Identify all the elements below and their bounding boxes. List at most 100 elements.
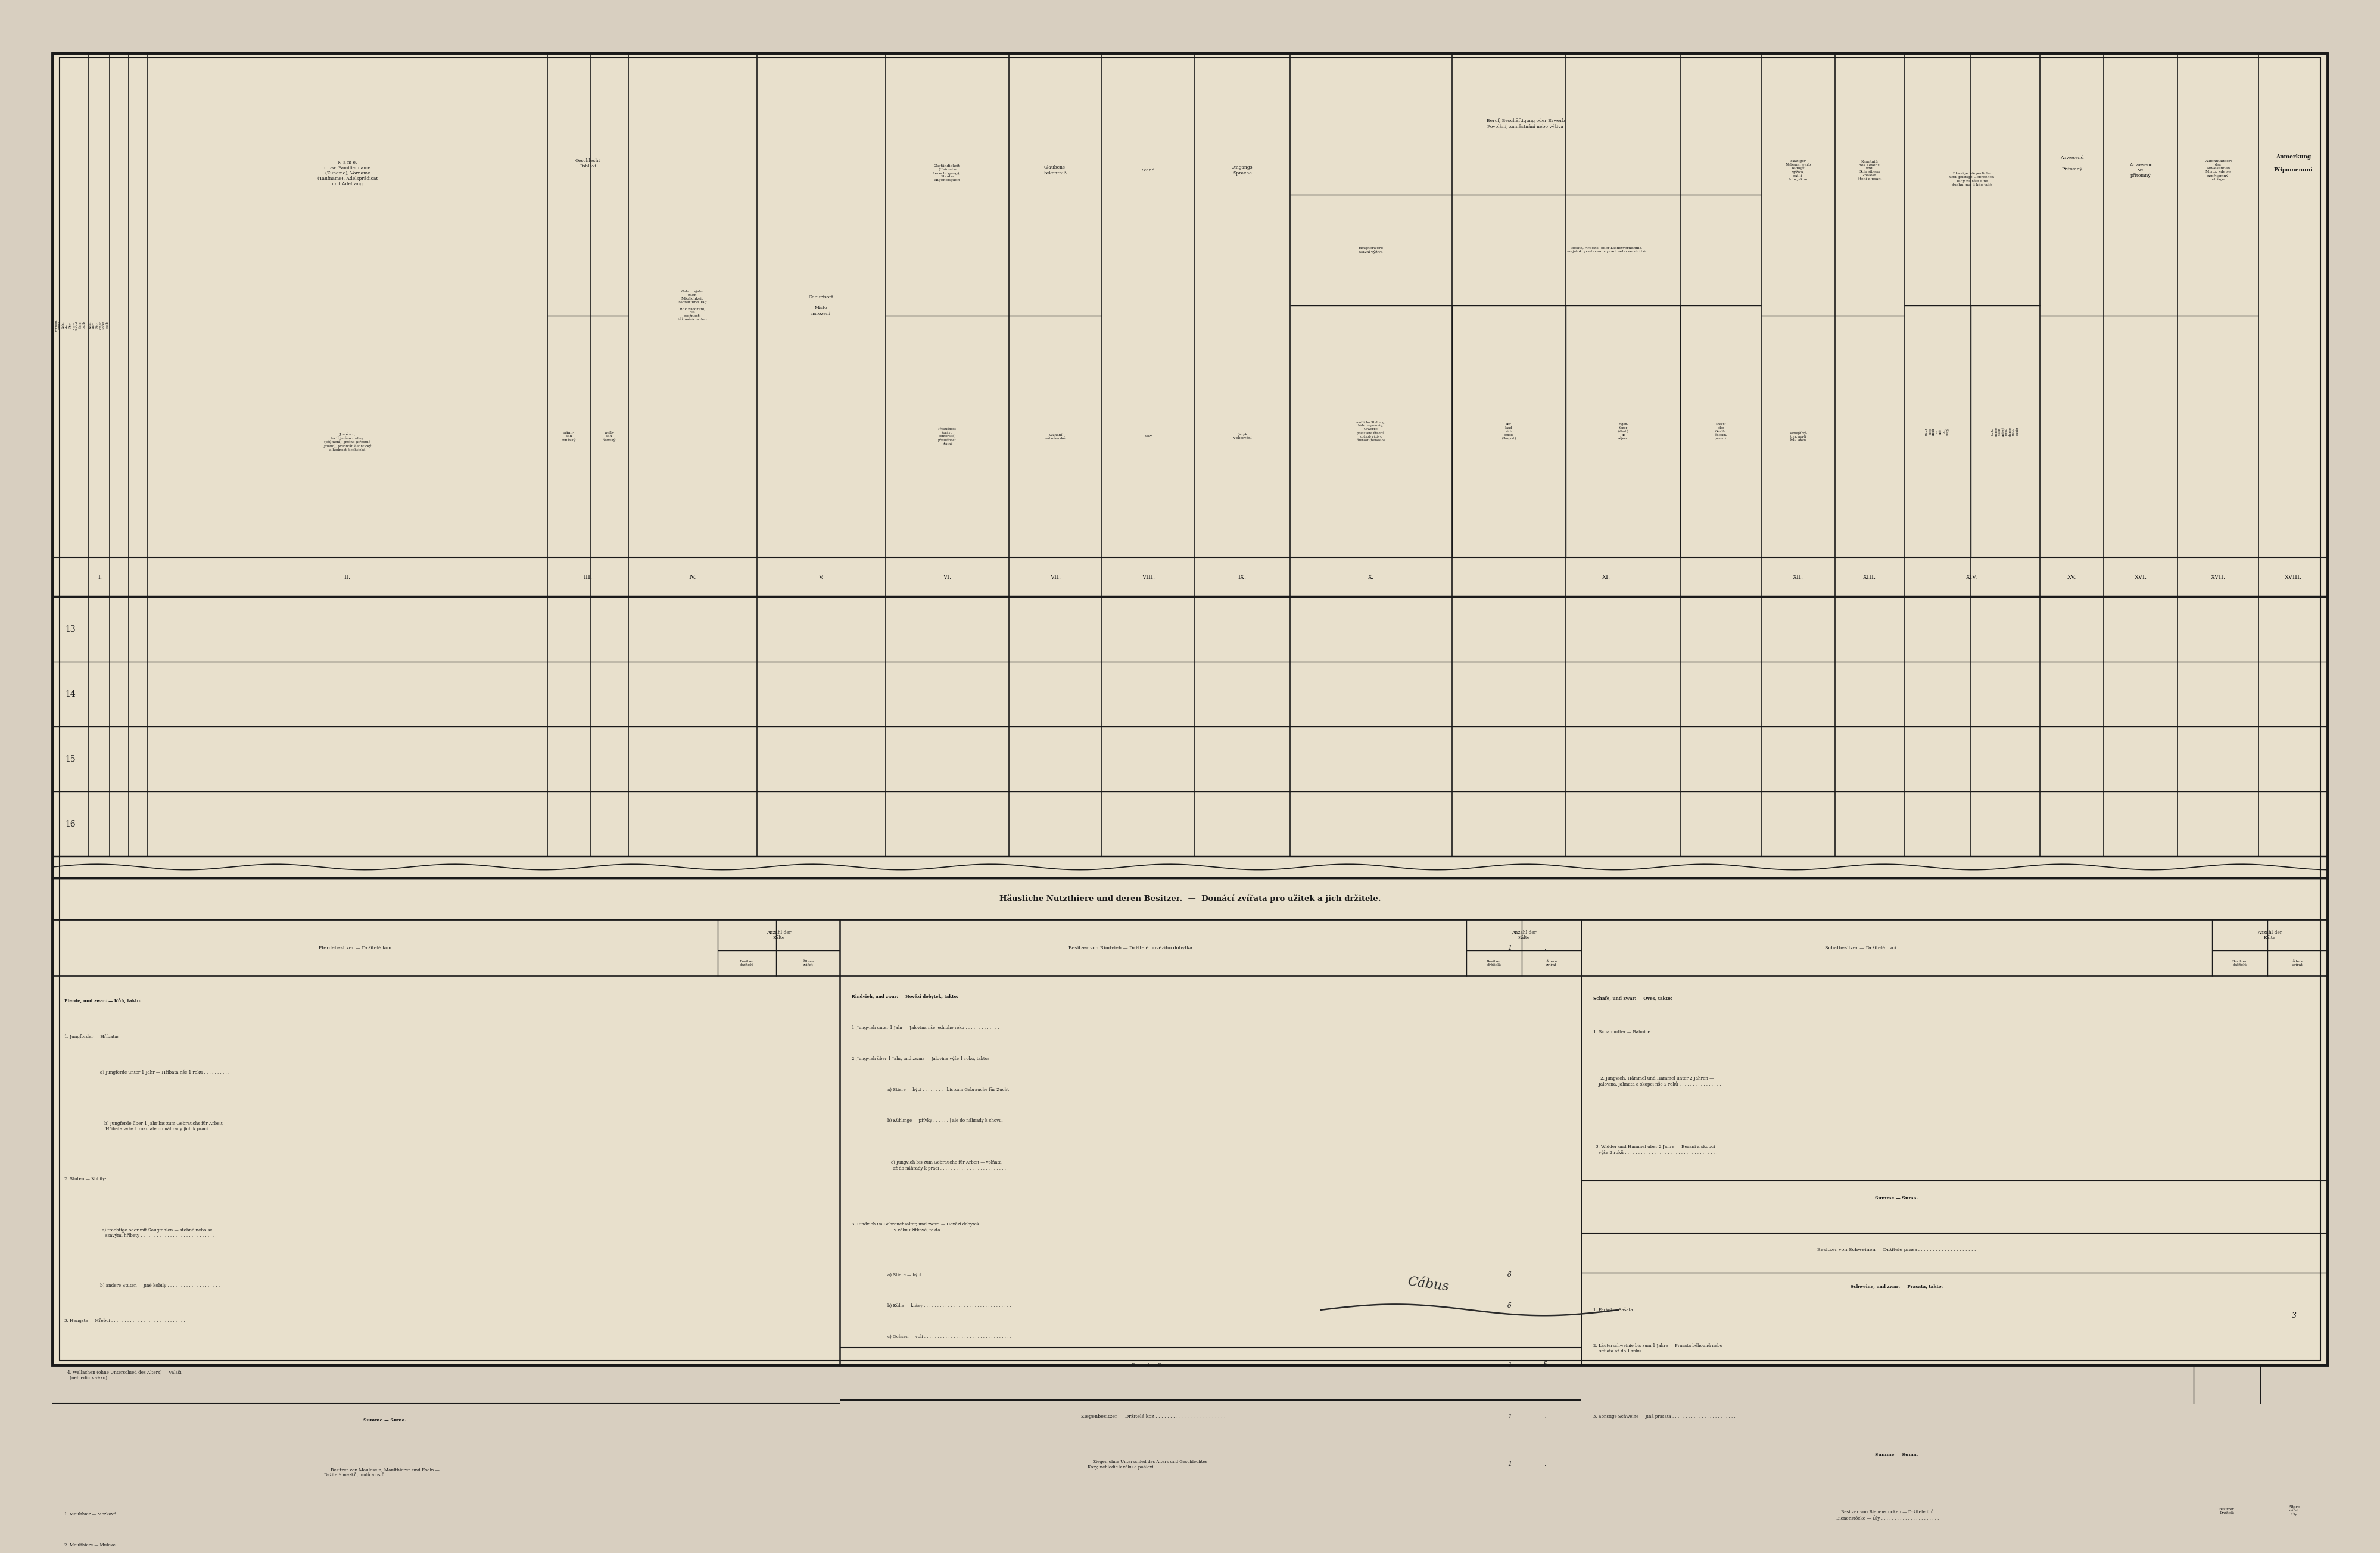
Text: δ: δ bbox=[1507, 1303, 1511, 1309]
Text: a) trächtige oder mit Säugfohlen — stebné nebo se
    ssavými hříbety . . . . . : a) trächtige oder mit Säugfohlen — stebn… bbox=[100, 1228, 214, 1238]
Text: Summe — Suma.: Summe — Suma. bbox=[1875, 1452, 1918, 1457]
Text: Ältere
zvířat
Úly: Ältere zvířat Úly bbox=[2287, 1506, 2299, 1516]
Text: Cábus: Cábus bbox=[1407, 1275, 1449, 1294]
Text: Geburtsjahr,
nach
Möglichkeit
Monat und Tag

Rok narozeni,
dle
možnosti
též měsí: Geburtsjahr, nach Möglichkeit Monat und … bbox=[678, 290, 707, 320]
Text: Besitzer
držitelů: Besitzer držitelů bbox=[1488, 960, 1502, 966]
Text: IX.: IX. bbox=[1238, 575, 1247, 579]
Text: Pferdebesitzer — Držitelé koní  . . . . . . . . . . . . . . . . . . .: Pferdebesitzer — Držitelé koní . . . . .… bbox=[319, 946, 452, 950]
Text: 1. Ferkel — Sašata . . . . . . . . . . . . . . . . . . . . . . . . . . . . . . .: 1. Ferkel — Sašata . . . . . . . . . . .… bbox=[1592, 1308, 1733, 1312]
Text: Aufenthaltsort
des
Abwesenden
Místo, kde se
nepřítomný
zdržuje: Aufenthaltsort des Abwesenden Místo, kde… bbox=[2204, 160, 2232, 182]
Text: 13: 13 bbox=[64, 624, 76, 634]
Text: Etwaige körperliche
und geistige Gebrechen
Vady na těle a na
duchu, má-li kdo ja: Etwaige körperliche und geistige Gebrech… bbox=[1949, 172, 1994, 186]
Text: taub-
stumm
hluch-
oněmý
taub-
stumm
blöd-
sinnig: taub- stumm hluch- oněmý taub- stumm blö… bbox=[1992, 427, 2018, 436]
Text: VI.: VI. bbox=[942, 575, 952, 579]
Text: I.: I. bbox=[98, 575, 102, 579]
Text: N a m e,
u. zw. Familienname
(Zuname), Vorname
(Taufname), Adelsprädicat
und Ade: N a m e, u. zw. Familienname (Zuname), V… bbox=[317, 160, 378, 186]
Text: Jazyk
v obcování: Jazyk v obcování bbox=[1233, 433, 1252, 439]
Text: Schweine, und zwar: — Prasata, takto:: Schweine, und zwar: — Prasata, takto: bbox=[1852, 1284, 1942, 1289]
Text: 2. Stuten — Kobily:: 2. Stuten — Kobily: bbox=[64, 1177, 107, 1182]
Text: b) Jungferde über 1 Jahr bis zum Gebrauchs für Arbeit —
    Hříbata výše 1 roku : b) Jungferde über 1 Jahr bis zum Gebrauc… bbox=[100, 1121, 231, 1132]
Text: 2. Jungvieh über 1 Jahr, und zwar: — Jalovina výše 1 roku, takto:: 2. Jungvieh über 1 Jahr, und zwar: — Jal… bbox=[852, 1056, 988, 1061]
Text: Anzahl der
Kälte: Anzahl der Kälte bbox=[1511, 930, 1535, 940]
Text: J m é n o,
totiž jméno rodiny
(příjmení), jméno (křestné
jméno), predikát šlecht: J m é n o, totiž jméno rodiny (příjmení)… bbox=[324, 433, 371, 452]
Bar bbox=[52, 877, 2328, 1365]
Text: 1: 1 bbox=[1507, 944, 1511, 950]
Text: Geschlecht
Pohlavi: Geschlecht Pohlavi bbox=[576, 158, 600, 168]
Text: Ziegen ohne Unterschied des Alters und Geschlechtes —
Kozy, nehledíc k věku a po: Ziegen ohne Unterschied des Alters und G… bbox=[1088, 1460, 1219, 1469]
Text: Häusliche Nutzthiere und deren Besitzer.  —  Domácí zvířata pro užitek a jich dr: Häusliche Nutzthiere und deren Besitzer.… bbox=[1000, 895, 1380, 902]
Text: Besitzer
držitelů: Besitzer držitelů bbox=[2232, 960, 2247, 966]
Text: XI.: XI. bbox=[1602, 575, 1611, 579]
Text: X.: X. bbox=[1368, 575, 1373, 579]
Text: Pferde, und zwar: — Kůň, takto:: Pferde, und zwar: — Kůň, takto: bbox=[64, 999, 140, 1003]
Text: Haupterwerb
hlavní výživa: Haupterwerb hlavní výživa bbox=[1359, 247, 1383, 253]
Text: Zuständigkeit
(Heimats-
berechtigung),
Staats-
angehörigkeit: Zuständigkeit (Heimats- berechtigung), S… bbox=[933, 165, 962, 182]
Text: Ältere
zvířat: Ältere zvířat bbox=[802, 960, 814, 966]
Text: Anzahl der
Kälte: Anzahl der Kälte bbox=[2259, 930, 2282, 940]
Text: Ältere
zvířat: Ältere zvířat bbox=[1545, 960, 1557, 966]
Text: 16: 16 bbox=[64, 820, 76, 828]
Text: amtliche Stellung,
Nahrungszweig,
Gewerbe
postavení úřední,
způsob výživy,
živno: amtliche Stellung, Nahrungszweig, Gewerb… bbox=[1357, 421, 1385, 443]
Text: blind
slep
blind
na
obě
oči
slepý: blind slep blind na obě oči slepý bbox=[1925, 427, 1949, 435]
Text: Rindvieh, und zwar: — Hovězí dobytek, takto:: Rindvieh, und zwar: — Hovězí dobytek, ta… bbox=[852, 994, 959, 999]
Text: δ: δ bbox=[1542, 1362, 1547, 1368]
Text: 2. Jungvieh, Hämmel und Hammel unter 2 Jahren —
    Jalovina, jahnata a skopci n: 2. Jungvieh, Hämmel und Hammel unter 2 J… bbox=[1592, 1076, 1721, 1087]
Text: Knecht
oder
Gehilfe
(čeledín,
pomoc.): Knecht oder Gehilfe (čeledín, pomoc.) bbox=[1714, 422, 1728, 439]
Text: Besitz, Arbeits- oder Dienstverhältniß
majetok, postavení v práci nebo ve službě: Besitz, Arbeits- oder Dienstverhältniß m… bbox=[1568, 247, 1645, 253]
Text: 3. Sonstige Schweine — Jiná prasata . . . . . . . . . . . . . . . . . . . . . . : 3. Sonstige Schweine — Jiná prasata . . … bbox=[1592, 1415, 1735, 1419]
Text: 1: 1 bbox=[1507, 1362, 1511, 1368]
Text: VIII.: VIII. bbox=[1142, 575, 1154, 579]
Text: Summt — Suma.: Summt — Suma. bbox=[1133, 1362, 1173, 1367]
Text: 3. Hengste — Hřebci . . . . . . . . . . . . . . . . . . . . . . . . . . . .: 3. Hengste — Hřebci . . . . . . . . . . … bbox=[64, 1318, 186, 1323]
Text: a) Stiere — býci . . . . . . . . . . . . . . . . . . . . . . . . . . . . . . . .: a) Stiere — býci . . . . . . . . . . . .… bbox=[888, 1272, 1007, 1277]
Text: b) Kühlinge — přívky . . . . . . | ale do náhrady k chovu.: b) Kühlinge — přívky . . . . . . | ale d… bbox=[888, 1118, 1002, 1123]
Text: Anzahl der
Kälte: Anzahl der Kälte bbox=[766, 930, 790, 940]
Text: Stand: Stand bbox=[1142, 168, 1154, 172]
Text: 1. Jungvieh unter 1 Jahr — Jalovina nše jednoho roku . . . . . . . . . . . . .: 1. Jungvieh unter 1 Jahr — Jalovina nše … bbox=[852, 1025, 1000, 1030]
Text: b) andere Stuten — jiné kobily . . . . . . . . . . . . . . . . . . . . .: b) andere Stuten — jiné kobily . . . . .… bbox=[100, 1283, 221, 1287]
Text: XVII.: XVII. bbox=[2211, 575, 2225, 579]
Text: Ziegenbesitzer — Držitelé koz . . . . . . . . . . . . . . . . . . . . . . . .: Ziegenbesitzer — Držitelé koz . . . . . … bbox=[1081, 1415, 1226, 1419]
Text: Besitzer von Schweinen — Držitelé prasat . . . . . . . . . . . . . . . . . . .: Besitzer von Schweinen — Držitelé prasat… bbox=[1818, 1247, 1975, 1252]
Text: b) Kühe — krávy . . . . . . . . . . . . . . . . . . . . . . . . . . . . . . . . : b) Kühe — krávy . . . . . . . . . . . . … bbox=[888, 1303, 1012, 1308]
Text: 3. Rindvieh im Gebrauchsalter, und zwar: — Hovězí dobytek
    v věku užitkové, t: 3. Rindvieh im Gebrauchsalter, und zwar:… bbox=[852, 1222, 978, 1232]
Text: Schafe, und zwar: — Oves, takto:: Schafe, und zwar: — Oves, takto: bbox=[1592, 995, 1673, 1000]
Text: XV.: XV. bbox=[2068, 575, 2075, 579]
Text: Besitzer von Mauleseln, Maulthieren und Eseln —
Držitelé mezků, mulů a oslů . . : Besitzer von Mauleseln, Maulthieren und … bbox=[324, 1468, 445, 1477]
Text: Summe — Suma.: Summe — Suma. bbox=[364, 1418, 407, 1423]
Text: 1: 1 bbox=[1507, 1413, 1511, 1419]
Text: Anmerkung

Připomenuní: Anmerkung Připomenuní bbox=[2273, 154, 2313, 172]
Text: Besitzer
držitelů: Besitzer držitelů bbox=[740, 960, 754, 966]
Text: Geburtsort

Místo
narození: Geburtsort Místo narození bbox=[809, 295, 833, 315]
Text: Summe — Suma.: Summe — Suma. bbox=[1875, 1196, 1918, 1200]
Text: 3: 3 bbox=[2292, 1312, 2297, 1320]
Text: Vedlejší vý-
živa, má-li
kdo jakou: Vedlejší vý- živa, má-li kdo jakou bbox=[1790, 432, 1806, 441]
Text: 1. Maulthier — Mezkové . . . . . . . . . . . . . . . . . . . . . . . . . . .: 1. Maulthier — Mezkové . . . . . . . . .… bbox=[64, 1513, 188, 1517]
Text: δ: δ bbox=[1507, 1272, 1511, 1278]
Text: Glaubens-
bekentniß: Glaubens- bekentniß bbox=[1045, 165, 1066, 175]
Text: Vyznání
náboženské: Vyznání náboženské bbox=[1045, 433, 1066, 439]
Text: XIV.: XIV. bbox=[1966, 575, 1978, 579]
Text: 15: 15 bbox=[64, 755, 76, 763]
Text: Fortlau-
fende
Zahl
der
Per-
sonen
Pořad.
číslo
osob: Fortlau- fende Zahl der Per- sonen Pořad… bbox=[55, 318, 86, 332]
Text: 2. Maulthiere — Mulové . . . . . . . . . . . . . . . . . . . . . . . . . . . .: 2. Maulthiere — Mulové . . . . . . . . .… bbox=[64, 1542, 190, 1548]
Text: 4. Wallachen (ohne Unterschied des Alters) — Valaši
    (nehledíc k věku) . . . : 4. Wallachen (ohne Unterschied des Alter… bbox=[64, 1370, 186, 1381]
Text: XIII.: XIII. bbox=[1864, 575, 1875, 579]
Text: Ältere
zvířat: Ältere zvířat bbox=[2292, 960, 2304, 966]
Text: III.: III. bbox=[583, 575, 593, 579]
Text: Umgangs-
Sprache: Umgangs- Sprache bbox=[1230, 165, 1254, 175]
Text: Kenntniß
des Lesens
und
Schreibens
Znalost
čtení a psaní: Kenntniß des Lesens und Schreibens Znalo… bbox=[1856, 160, 1883, 180]
Text: 1. Jungforder — Hříbata:: 1. Jungforder — Hříbata: bbox=[64, 1034, 119, 1039]
Text: Schafbesitzer — Držitelé ovcí . . . . . . . . . . . . . . . . . . . . . . . .: Schafbesitzer — Držitelé ovcí . . . . . … bbox=[1825, 946, 1968, 950]
Text: Beruf, Beschäftigung oder Erwerb
Povolání, zaměstnání nebo výživa: Beruf, Beschäftigung oder Erwerb Povolán… bbox=[1488, 118, 1564, 129]
Text: Abwesend
Ne-
přítomný: Abwesend Ne- přítomný bbox=[2130, 163, 2152, 179]
Text: 1: 1 bbox=[1507, 1461, 1511, 1468]
Text: XVI.: XVI. bbox=[2135, 575, 2147, 579]
Text: 3. Widder und Hämmel über 2 Jahre — Berani a skopci
    výše 2 roků . . . . . . : 3. Widder und Hämmel über 2 Jahre — Bera… bbox=[1592, 1145, 1718, 1155]
Text: a) Stiere — býci . . . . . . . . | bis zum Gebrauche für Zucht: a) Stiere — býci . . . . . . . . | bis z… bbox=[888, 1087, 1009, 1092]
Text: 14: 14 bbox=[64, 690, 76, 699]
Text: 2. Läuterschweinie bis zum 1 Jahre — Prasata běhounů nebo
    sršiata až do 1 ro: 2. Läuterschweinie bis zum 1 Jahre — Pra… bbox=[1592, 1343, 1723, 1354]
Text: Besitzer von Rindvieh — Držitelé hovězího dobytka . . . . . . . . . . . . . . .: Besitzer von Rindvieh — Držitelé hovězíh… bbox=[1069, 946, 1238, 950]
Text: Zahl
der
Per-
sonen
Počet
osob: Zahl der Per- sonen Počet osob bbox=[88, 320, 109, 329]
Text: weib-
lich
ženský: weib- lich ženský bbox=[602, 432, 616, 441]
